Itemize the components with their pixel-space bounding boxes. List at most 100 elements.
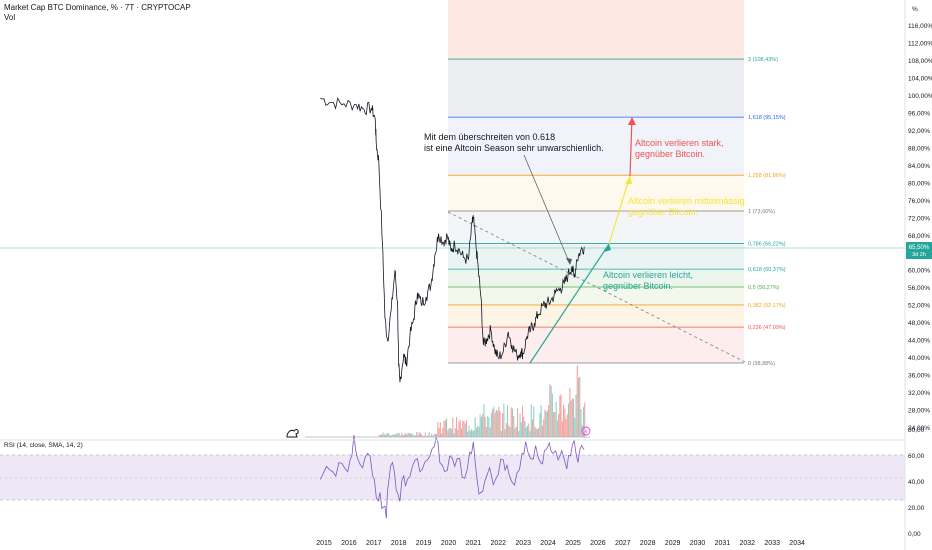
volume-bar <box>454 433 455 437</box>
volume-bar <box>539 413 540 437</box>
time-tick-label: 2028 <box>640 540 656 547</box>
price-tick-label: 32,00% <box>908 390 930 397</box>
price-tick-label: 96,00% <box>908 110 930 117</box>
volume-bar <box>508 425 509 437</box>
volume-bar <box>572 399 573 437</box>
volume-bar <box>420 433 421 437</box>
fib-level-label: 1,618 (95,15%) <box>748 115 786 121</box>
medium-label-1[interactable]: Altcoin verlieren mittelmässig, <box>628 196 747 206</box>
volume-bar <box>576 394 577 437</box>
volume-bar <box>470 431 471 437</box>
time-tick-label: 2020 <box>441 540 457 547</box>
volume-bar <box>526 428 527 438</box>
medium-label-2[interactable]: gegnüber Bitcoin. <box>628 207 698 217</box>
volume-bar <box>386 433 387 437</box>
volume-bar <box>524 421 525 437</box>
rsi-axis[interactable]: 80,00 60,00 40,00 20,00 0,00 <box>908 427 925 538</box>
light-label-2[interactable]: gegnüber Bitcoin. <box>603 281 673 291</box>
price-tick-label: 88,00% <box>908 145 930 152</box>
time-tick-label: 2025 <box>565 540 581 547</box>
time-axis[interactable]: 2015 2016 2017 2018 2019 2020 2021 2022 2023 2024… <box>316 540 805 547</box>
volume-bar <box>523 417 524 437</box>
price-tick-label: 116,00% <box>908 23 932 30</box>
volume-bar <box>542 426 543 437</box>
time-tick-label: 2019 <box>416 540 432 547</box>
rsi-tick-label: 40,00 <box>908 479 925 486</box>
volume-bar <box>455 428 456 437</box>
volume-bar <box>551 386 552 437</box>
price-badge-countdown: 3d 2h <box>912 252 926 258</box>
volume-bar <box>452 418 453 437</box>
volume-bar <box>520 414 521 437</box>
volume-bar <box>553 412 554 437</box>
volume-bar <box>547 411 548 438</box>
price-tick-label: 100,00% <box>908 93 932 100</box>
volume-bar <box>503 404 504 438</box>
strong-label-1[interactable]: Altcoin verlieren stark, <box>635 138 724 148</box>
volume-bar <box>483 404 484 437</box>
volume-bar <box>461 428 462 437</box>
volume-bar <box>567 414 568 437</box>
price-tick-label: 40,00% <box>908 355 930 362</box>
volume-bar <box>471 429 472 437</box>
strong-label-2[interactable]: gegnüber Bitcoin. <box>635 149 705 159</box>
volume-bar <box>412 434 413 437</box>
volume-bar <box>481 417 482 437</box>
time-tick-label: 2026 <box>590 540 606 547</box>
fib-level-label: 0,236 (47,09%) <box>748 325 786 331</box>
light-label-1[interactable]: Altcoin verlieren leicht, <box>603 270 693 280</box>
fib-background <box>448 0 744 363</box>
volume-bar <box>475 417 476 437</box>
volume-bar <box>439 428 440 437</box>
price-axis[interactable]: 116,00% 112,00% 108,00% 104,00% 100,00% 96,00… <box>908 23 932 432</box>
volume-bar <box>578 378 579 437</box>
price-tick-label: 36,00% <box>908 373 930 380</box>
volume-bar <box>579 377 580 437</box>
volume-bar <box>395 434 396 437</box>
note-line-1[interactable]: Mit dem überschreiten von 0.618 <box>424 132 555 142</box>
price-tick-label: 108,00% <box>908 58 932 65</box>
volume-bar <box>541 405 542 437</box>
price-tick-label: 84,00% <box>908 163 930 170</box>
volume-bar <box>446 418 447 437</box>
volume-bar <box>527 426 528 437</box>
volume-bar <box>388 433 389 437</box>
volume-bar <box>498 407 499 438</box>
volume-bar <box>581 409 582 437</box>
volume-bar <box>462 421 463 437</box>
volume-bar <box>381 434 382 437</box>
time-tick-label: 2017 <box>366 540 382 547</box>
volume-bar <box>533 407 534 438</box>
volume-bar <box>393 434 394 437</box>
volume-bar <box>401 433 402 437</box>
volume-bar <box>544 410 545 437</box>
volume-bar <box>538 428 539 437</box>
time-tick-label: 2018 <box>391 540 407 547</box>
time-tick-label: 2023 <box>515 540 531 547</box>
volume-bar <box>482 414 483 437</box>
volume-bar <box>425 433 426 438</box>
volume-bar <box>429 432 430 437</box>
volume-bar <box>543 419 544 437</box>
volume-bar <box>510 427 511 437</box>
volume-bar <box>456 417 457 437</box>
volume-bar <box>405 433 406 437</box>
note-line-2[interactable]: ist eine Altcoin Season sehr unwarschien… <box>424 143 604 153</box>
volume-bar <box>515 428 516 437</box>
volume-bar <box>563 405 564 437</box>
volume-bar <box>457 430 458 437</box>
volume-bar <box>472 431 473 437</box>
volume-bar <box>490 428 491 438</box>
volume-bar <box>532 420 533 437</box>
volume-bar <box>435 434 436 437</box>
volume-bar <box>476 428 477 437</box>
time-tick-label: 2015 <box>316 540 332 547</box>
rsi-label[interactable]: RSI (14, close, SMA, 14, 2) <box>4 442 83 449</box>
price-tick-label: 44,00% <box>908 338 930 345</box>
volume-bar <box>558 414 559 437</box>
volume-bar <box>571 401 572 437</box>
volume-bar <box>410 434 411 437</box>
volume-bar <box>396 434 397 437</box>
volume-bar <box>473 431 474 437</box>
